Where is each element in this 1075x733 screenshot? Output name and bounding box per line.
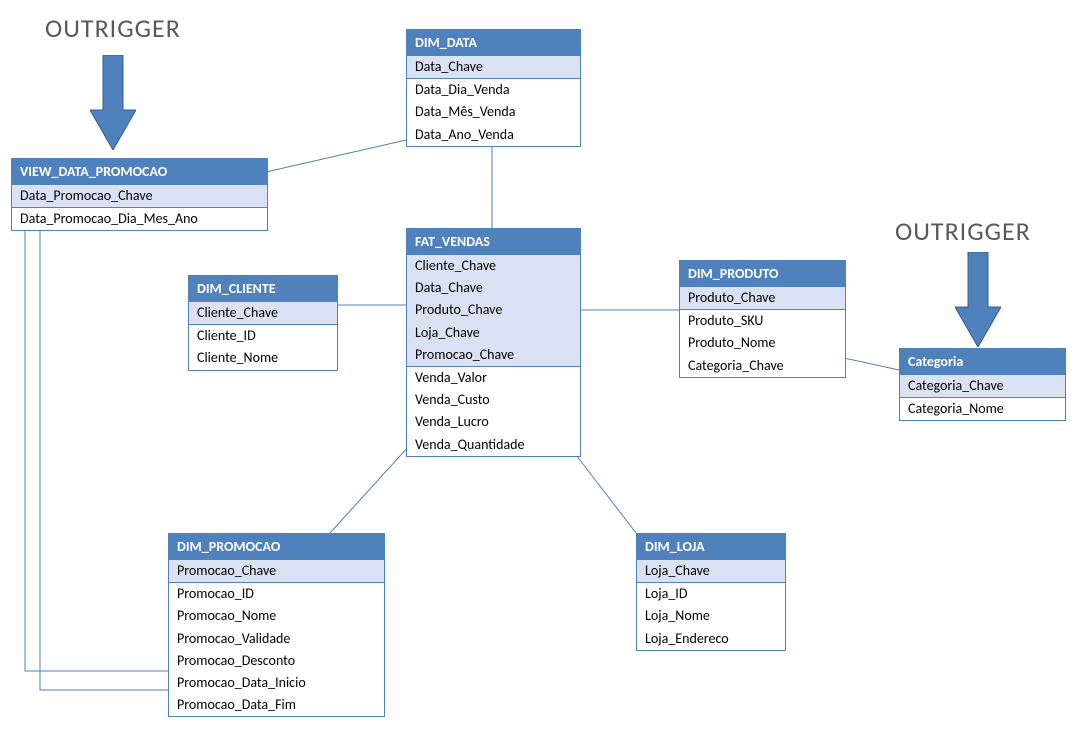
table-attr: Produto_Nome: [680, 332, 845, 354]
table-dim-promocao: DIM_PROMOCAO Promocao_Chave Promocao_ID …: [168, 533, 385, 717]
table-attr: Venda_Quantidade: [407, 434, 580, 456]
table-attr: Cliente_Nome: [189, 347, 337, 369]
table-fat-vendas: FAT_VENDAS Cliente_Chave Data_Chave Prod…: [406, 228, 581, 457]
table-attr: Cliente_ID: [189, 325, 337, 347]
edge: [40, 224, 168, 690]
table-key: Data_Chave: [407, 277, 580, 299]
edge: [844, 358, 899, 370]
table-key: Data_Promocao_Chave: [12, 185, 267, 207]
outrigger-label-right: OUTRIGGER: [895, 215, 1031, 247]
table-header: DIM_LOJA: [637, 534, 785, 560]
table-attr: Promocao_Data_Fim: [169, 694, 384, 716]
table-attr: Promocao_Data_Inicio: [169, 672, 384, 694]
table-header: DIM_PROMOCAO: [169, 534, 384, 560]
table-attr: Promocao_Validade: [169, 628, 384, 650]
table-attr: Promocao_Desconto: [169, 650, 384, 672]
table-key: Loja_Chave: [407, 322, 580, 344]
table-attr: Venda_Valor: [407, 367, 580, 389]
table-attr: Promocao_Nome: [169, 605, 384, 627]
table-attr: Categoria_Chave: [680, 355, 845, 377]
table-dim-produto: DIM_PRODUTO Produto_Chave Produto_SKU Pr…: [679, 260, 846, 378]
table-header: Categoria: [900, 349, 1065, 375]
table-view-data-promocao: VIEW_DATA_PROMOCAO Data_Promocao_Chave D…: [11, 158, 268, 231]
table-key: Produto_Chave: [680, 287, 845, 309]
table-key: Cliente_Chave: [407, 255, 580, 277]
table-attr: Categoria_Nome: [900, 398, 1065, 420]
table-categoria: Categoria Categoria_Chave Categoria_Nome: [899, 348, 1066, 421]
table-header: VIEW_DATA_PROMOCAO: [12, 159, 267, 185]
table-attr: Data_Ano_Venda: [407, 124, 580, 146]
table-key: Produto_Chave: [407, 299, 580, 321]
table-dim-data: DIM_DATA Data_Chave Data_Dia_Venda Data_…: [406, 29, 581, 147]
table-attr: Loja_Nome: [637, 605, 785, 627]
table-key: Promocao_Chave: [407, 344, 580, 366]
table-attr: Loja_ID: [637, 583, 785, 605]
table-key: Categoria_Chave: [900, 375, 1065, 397]
table-header: FAT_VENDAS: [407, 229, 580, 255]
table-attr: Data_Promocao_Dia_Mes_Ano: [12, 208, 267, 230]
table-key: Data_Chave: [407, 56, 580, 78]
table-key: Loja_Chave: [637, 560, 785, 582]
outrigger-label-left: OUTRIGGER: [45, 12, 181, 44]
table-attr: Promocao_ID: [169, 583, 384, 605]
edge: [266, 140, 406, 172]
table-attr: Venda_Lucro: [407, 411, 580, 433]
table-attr: Data_Mês_Venda: [407, 101, 580, 123]
arrow-down-icon: [955, 252, 1001, 347]
table-header: DIM_DATA: [407, 30, 580, 56]
arrow-down-icon: [90, 55, 136, 150]
table-attr: Venda_Custo: [407, 389, 580, 411]
table-dim-cliente: DIM_CLIENTE Cliente_Chave Cliente_ID Cli…: [188, 275, 338, 371]
table-attr: Loja_Endereco: [637, 628, 785, 650]
table-attr: Produto_SKU: [680, 310, 845, 332]
table-key: Promocao_Chave: [169, 560, 384, 582]
table-dim-loja: DIM_LOJA Loja_Chave Loja_ID Loja_Nome Lo…: [636, 533, 786, 651]
table-key: Cliente_Chave: [189, 302, 337, 324]
table-attr: Data_Dia_Venda: [407, 79, 580, 101]
table-header: DIM_CLIENTE: [189, 276, 337, 302]
table-header: DIM_PRODUTO: [680, 261, 845, 287]
edge: [25, 224, 168, 671]
